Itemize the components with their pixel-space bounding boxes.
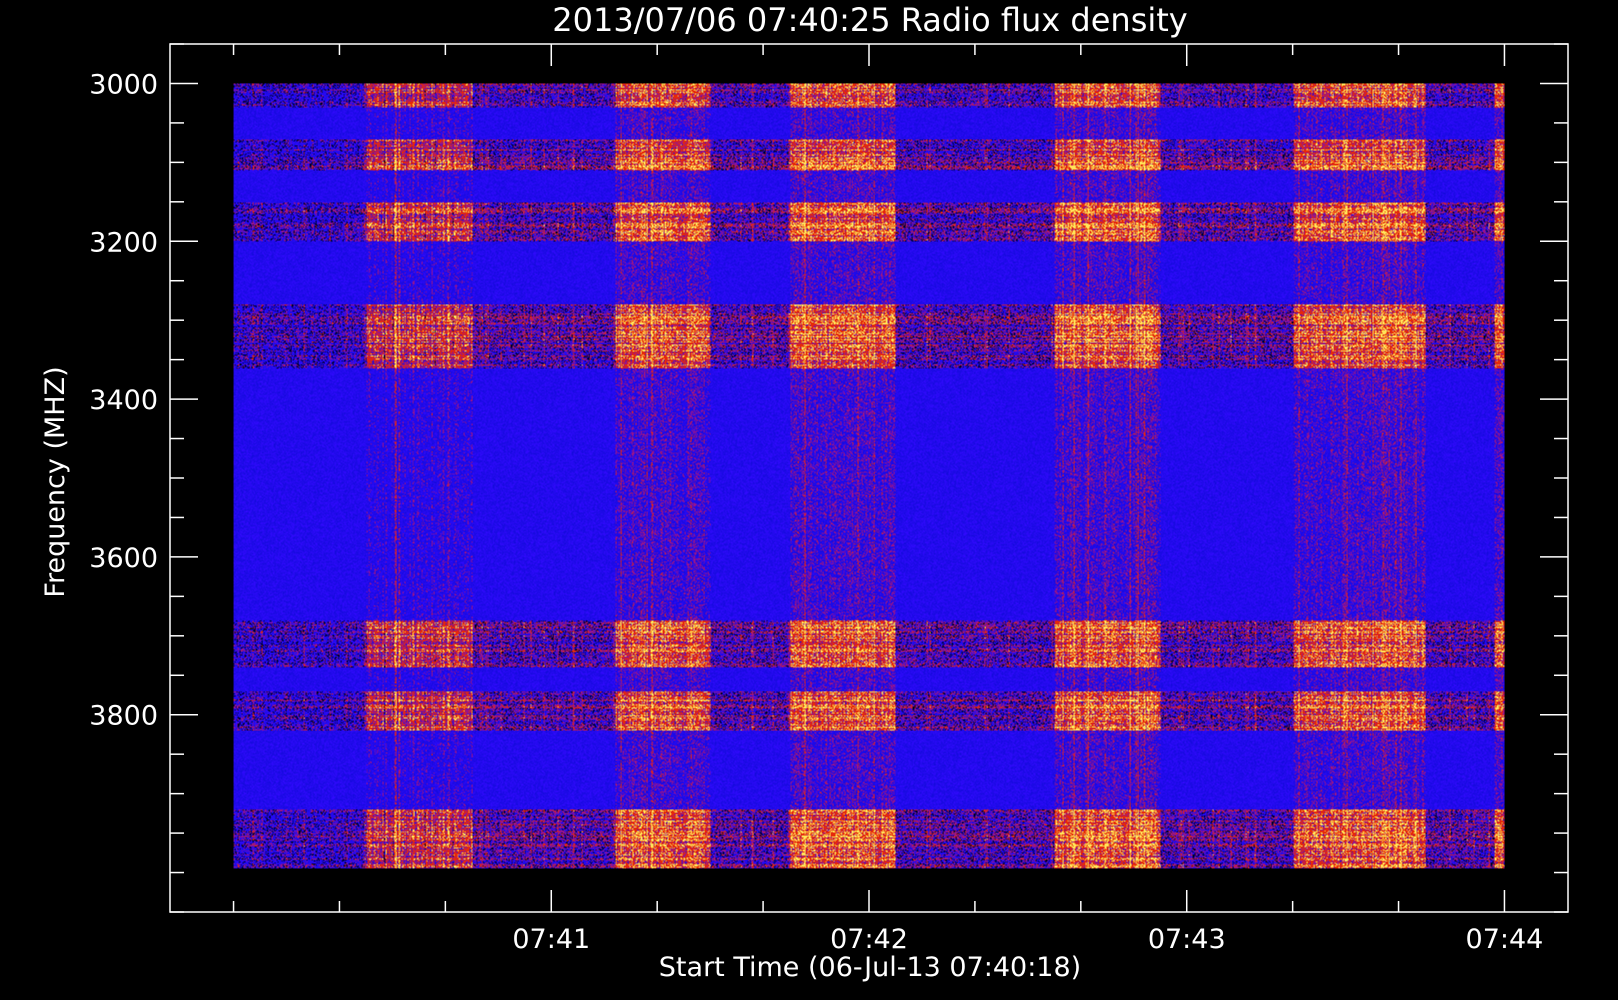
axis-ticks	[170, 43, 1568, 913]
heatmap-image	[233, 83, 1505, 869]
x-axis-label: Start Time (06-Jul-13 07:40:18)	[659, 952, 1081, 983]
chart-title: 2013/07/06 07:40:25 Radio flux density	[552, 1, 1187, 39]
y-tick-label: 3200	[89, 227, 158, 258]
y-tick-label: 3400	[89, 385, 158, 416]
x-tick-labels: 07:41 07:42 07:43 07:44	[512, 924, 1543, 955]
x-tick-label: 07:42	[830, 924, 908, 955]
y-tick-label: 3600	[89, 543, 158, 574]
heatmap-raster	[233, 83, 1505, 869]
y-tick-labels: 3000 3200 3400 3600 3800	[89, 69, 158, 731]
x-tick-label: 07:43	[1148, 924, 1226, 955]
x-tick-label: 07:41	[512, 924, 590, 955]
x-tick-label: 07:44	[1466, 924, 1544, 955]
y-axis-label: Frequency (MHZ)	[40, 366, 71, 597]
y-tick-label: 3800	[89, 701, 158, 732]
y-tick-label: 3000	[89, 69, 158, 100]
